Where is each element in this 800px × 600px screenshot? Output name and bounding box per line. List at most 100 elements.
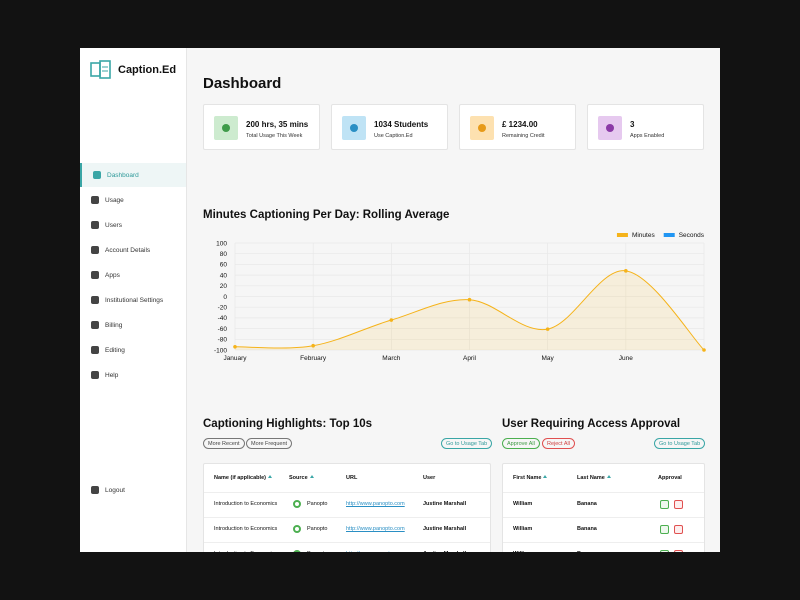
row-divider: [503, 517, 704, 518]
stat-glyph: [606, 124, 614, 132]
chart-title: Minutes Captioning Per Day: Rolling Aver…: [203, 209, 450, 221]
url[interactable]: http://www.panopto.com: [346, 551, 405, 552]
row-divider: [204, 492, 490, 493]
user: Justine Marshall: [423, 526, 467, 532]
column-header[interactable]: Source: [289, 475, 314, 481]
filter-button[interactable]: More Frequent: [246, 438, 293, 449]
last-name: Banana: [577, 526, 597, 532]
stat-label: Apps Enabled: [630, 133, 665, 139]
stat-value: 3: [630, 120, 635, 129]
reject-all-button[interactable]: Reject All: [542, 438, 575, 449]
x-tick-label: April: [463, 355, 477, 362]
nav-label: Institutional Settings: [105, 296, 164, 304]
approve-button[interactable]: [660, 550, 669, 552]
column-label: Source: [289, 475, 308, 481]
row-divider: [503, 492, 704, 493]
point: [311, 343, 315, 348]
nav-item[interactable]: Help: [80, 363, 186, 387]
stat-icon: [470, 116, 494, 140]
source-icon: [293, 550, 301, 552]
stat-icon: [342, 116, 366, 140]
approve-button[interactable]: [660, 500, 669, 509]
nav-label: Account Details: [105, 246, 151, 254]
y-tick-label: -60: [218, 326, 228, 333]
nav-item[interactable]: Users: [80, 213, 186, 237]
x-tick-label: May: [542, 355, 555, 362]
stat-label: Use Caption.Ed: [374, 133, 413, 139]
point: [702, 348, 706, 352]
sort-icon: [309, 475, 314, 478]
row-divider: [204, 517, 490, 518]
nav-label: Users: [105, 221, 122, 229]
nav-icon: [91, 246, 99, 254]
nav-label: Editing: [105, 346, 125, 354]
point: [389, 318, 394, 322]
nav-label: Apps: [105, 271, 120, 279]
y-tick-label: 100: [216, 240, 227, 247]
url[interactable]: http://www.panopto.com: [346, 501, 405, 507]
source-icon: [293, 525, 301, 533]
reject-button[interactable]: [674, 525, 683, 534]
nav-icon: [91, 296, 99, 304]
column-label: Name (if applicable): [214, 475, 266, 481]
logout[interactable]: Logout: [80, 478, 186, 502]
x-tick-label: June: [619, 355, 633, 362]
column-label: User: [423, 475, 436, 481]
y-tick-label: 0: [223, 294, 227, 301]
sort-icon: [606, 475, 611, 478]
column-header[interactable]: Last Name: [577, 475, 611, 481]
point: [233, 344, 237, 349]
reject-button[interactable]: [674, 500, 683, 509]
nav-item[interactable]: Editing: [80, 338, 186, 362]
reject-button[interactable]: [674, 550, 683, 552]
x-tick-label: February: [300, 355, 327, 362]
nav-icon: [91, 346, 99, 354]
nav-icon: [91, 271, 99, 279]
y-tick-label: -20: [218, 305, 228, 312]
url[interactable]: http://www.panopto.com: [346, 526, 405, 532]
row-divider: [503, 542, 704, 543]
first-name: William: [513, 551, 532, 552]
column-header[interactable]: Approval: [658, 475, 682, 481]
column-label: URL: [346, 475, 358, 481]
stat-card: £ 1234.00 Remaining Credit: [459, 104, 576, 150]
nav-item[interactable]: Dashboard: [80, 163, 186, 187]
column-header[interactable]: Name (if applicable): [214, 475, 272, 481]
column-label: Approval: [658, 475, 682, 481]
column-header[interactable]: URL: [346, 475, 357, 481]
nav-label: Dashboard: [107, 171, 139, 179]
nav-icon: [91, 221, 99, 229]
brand: Caption.Ed: [118, 64, 177, 76]
column-header[interactable]: User: [423, 475, 435, 481]
last-name: Banana: [577, 551, 597, 552]
source: Panopto: [307, 501, 328, 507]
y-tick-label: -100: [214, 347, 227, 354]
stat-value: 200 hrs, 35 mins: [246, 120, 309, 129]
filter-button[interactable]: More Recent: [203, 438, 245, 449]
legend-label: Minutes: [632, 232, 656, 239]
source: Panopto: [307, 551, 328, 552]
nav-item[interactable]: Usage: [80, 188, 186, 212]
nav-item[interactable]: Institutional Settings: [80, 288, 186, 312]
nav-item[interactable]: Apps: [80, 263, 186, 287]
approvals-title: User Requiring Access Approval: [502, 418, 681, 430]
stat-icon: [214, 116, 238, 140]
nav-item[interactable]: Account Details: [80, 238, 186, 262]
usage-tab-button[interactable]: Go to Usage Tab: [441, 438, 493, 449]
sidebar: Caption.Ed Dashboard Usage Users Account De…: [80, 48, 187, 552]
name: Introduction to Economics: [214, 551, 277, 552]
approve-button[interactable]: [660, 525, 669, 534]
chart: -100 -80 -60 -40 -20 0 20 40 60 80 100 January Febru…: [214, 232, 706, 362]
nav-label: Usage: [105, 196, 124, 204]
legend-swatch: [616, 233, 628, 237]
first-name: William: [513, 501, 533, 507]
column-header[interactable]: First Name: [513, 475, 548, 481]
column-label: First Name: [513, 475, 542, 481]
x-tick-label: March: [382, 355, 400, 362]
name: Introduction to Economics: [214, 501, 278, 507]
approve-all-button[interactable]: Approve All: [502, 438, 540, 449]
stat-glyph: [478, 124, 486, 132]
nav-item[interactable]: Billing: [80, 313, 186, 337]
usage-tab-button[interactable]: Go to Usage Tab: [654, 438, 706, 449]
